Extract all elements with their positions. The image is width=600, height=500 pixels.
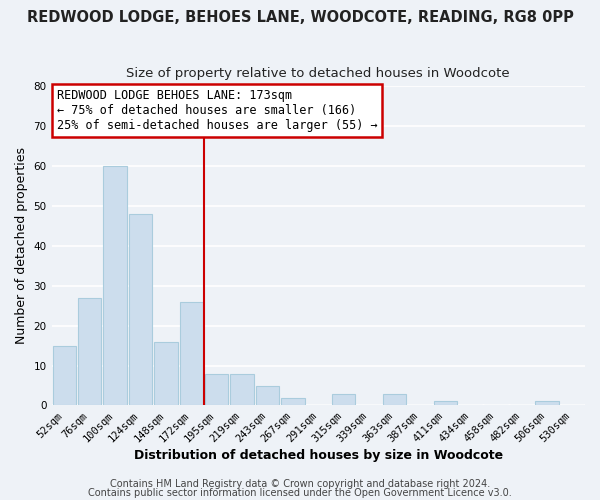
X-axis label: Distribution of detached houses by size in Woodcote: Distribution of detached houses by size … xyxy=(134,450,503,462)
Bar xyxy=(53,346,76,406)
Bar xyxy=(154,342,178,406)
Text: Contains public sector information licensed under the Open Government Licence v3: Contains public sector information licen… xyxy=(88,488,512,498)
Text: REDWOOD LODGE BEHOES LANE: 173sqm
← 75% of detached houses are smaller (166)
25%: REDWOOD LODGE BEHOES LANE: 173sqm ← 75% … xyxy=(57,89,377,132)
Bar xyxy=(129,214,152,406)
Bar xyxy=(78,298,101,406)
Bar xyxy=(332,394,355,406)
Title: Size of property relative to detached houses in Woodcote: Size of property relative to detached ho… xyxy=(127,68,510,80)
Bar xyxy=(535,402,559,406)
Bar xyxy=(281,398,305,406)
Bar xyxy=(434,402,457,406)
Text: Contains HM Land Registry data © Crown copyright and database right 2024.: Contains HM Land Registry data © Crown c… xyxy=(110,479,490,489)
Text: REDWOOD LODGE, BEHOES LANE, WOODCOTE, READING, RG8 0PP: REDWOOD LODGE, BEHOES LANE, WOODCOTE, RE… xyxy=(26,10,574,25)
Bar xyxy=(205,374,229,406)
Bar xyxy=(383,394,406,406)
Bar xyxy=(256,386,279,406)
Bar xyxy=(179,302,203,406)
Y-axis label: Number of detached properties: Number of detached properties xyxy=(15,147,28,344)
Bar xyxy=(103,166,127,406)
Bar xyxy=(230,374,254,406)
